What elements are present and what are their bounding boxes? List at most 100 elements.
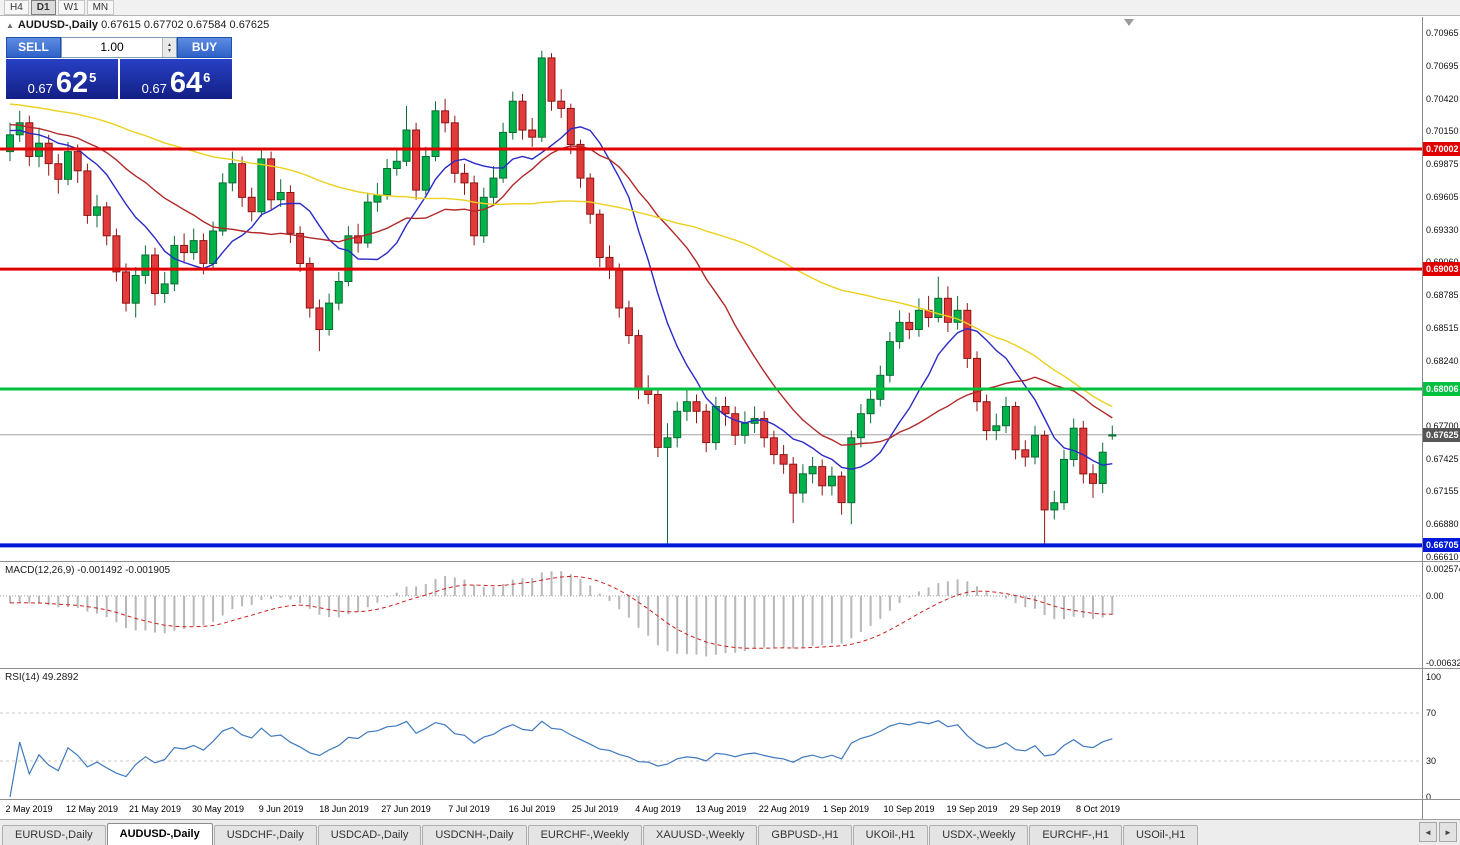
rsi-value: 49.2892: [42, 672, 79, 683]
price-tick: 0.69330: [1426, 225, 1459, 235]
buy-price-prefix: 0.67: [141, 81, 167, 96]
rsi-line: [9, 720, 1113, 798]
tab-scroll-left-icon[interactable]: ◄: [1419, 822, 1437, 842]
timeframe-button-h4[interactable]: H4: [4, 0, 29, 15]
one-click-collapse-icon[interactable]: ▲: [6, 21, 14, 30]
price-tick: 0.67425: [1426, 454, 1459, 464]
macd-tick: 0.00: [1426, 591, 1444, 601]
macd-values: -0.001492 -0.001905: [77, 565, 171, 576]
time-label: 13 Aug 2019: [695, 804, 747, 814]
price-tick: 0.70695: [1426, 61, 1459, 71]
rsi-tick: 0: [1426, 792, 1432, 802]
symbol-tab-eurchf-h1[interactable]: EURCHF-,H1: [1029, 825, 1122, 845]
symbol-tab-gbpusd-h1[interactable]: GBPUSD-,H1: [758, 825, 852, 845]
volume-spinner[interactable]: ▲ ▼: [162, 38, 176, 57]
chart-header: ▲ AUDUSD-,Daily 0.67615 0.67702 0.67584 0…: [6, 19, 269, 31]
time-label: 2 May 2019: [5, 804, 53, 814]
macd-title: MACD(12,26,9): [5, 565, 75, 576]
time-label: 21 May 2019: [128, 804, 182, 814]
macd-header: MACD(12,26,9) -0.001492 -0.001905: [5, 565, 170, 576]
price-tick: 0.67700: [1426, 421, 1459, 431]
chart-shift-marker[interactable]: [1124, 19, 1134, 26]
buy-price-big: 64: [169, 67, 203, 99]
panel-separator[interactable]: [0, 668, 1460, 669]
current-price-tag: 0.67625: [1423, 428, 1460, 442]
price-axis[interactable]: 0.70002 0.69003 0.68006 0.66705 0.67625 0.709…: [1422, 17, 1460, 819]
panel-separator[interactable]: [0, 561, 1460, 562]
hline-price-tag: 0.66705: [1423, 538, 1460, 552]
time-label: 16 Jul 2019: [508, 804, 556, 814]
time-label: 9 Jun 2019: [258, 804, 304, 814]
rsi-tick: 100: [1426, 672, 1442, 682]
rsi-indicator-plot[interactable]: [0, 669, 1422, 799]
macd-signal-line: [9, 575, 1113, 649]
time-axis[interactable]: 2 May 2019 12 May 2019 21 May 2019 30 May 2…: [0, 800, 1422, 819]
symbol-tab-bar: EURUSD-,Daily AUDUSD-,Daily USDCHF-,Daily U…: [0, 819, 1460, 845]
spinner-up-icon[interactable]: ▲: [167, 41, 172, 48]
hline-price-tag: 0.70002: [1423, 142, 1460, 156]
time-label: 7 Jul 2019: [448, 804, 490, 814]
timeframe-button-mn[interactable]: MN: [86, 0, 115, 15]
macd-tick: 0.002574: [1426, 564, 1460, 574]
symbol-tab-usdcad-daily[interactable]: USDCAD-,Daily: [317, 825, 422, 845]
rsi-title: RSI(14): [5, 672, 40, 683]
symbol-tab-eurchf-weekly[interactable]: EURCHF-,Weekly: [527, 825, 642, 845]
time-label: 18 Jun 2019: [319, 804, 369, 814]
ma-mid-line: [9, 124, 1113, 446]
chart-region: 0.70002 0.69003 0.68006 0.66705 0.67625 0.709…: [0, 17, 1460, 845]
panel-separator[interactable]: [0, 799, 1460, 800]
tab-scroll-right-icon[interactable]: ►: [1439, 822, 1457, 842]
symbol-tab-eurusd-daily[interactable]: EURUSD-,Daily: [2, 825, 106, 845]
time-label: 29 Sep 2019: [1009, 804, 1061, 814]
chart-symbol-label: AUDUSD-,Daily: [17, 19, 98, 31]
macd-tick: -0.006326: [1426, 658, 1460, 668]
price-tick: 0.69605: [1426, 192, 1459, 202]
hline-price-tag: 0.68006: [1423, 382, 1460, 396]
time-label: 25 Jul 2019: [571, 804, 619, 814]
price-tick: 0.70420: [1426, 94, 1459, 104]
volume-input[interactable]: 1.00 ▲ ▼: [61, 37, 177, 58]
time-label: 19 Sep 2019: [946, 804, 998, 814]
timeframe-button-d1[interactable]: D1: [30, 0, 56, 15]
symbol-tab-xauusd-weekly[interactable]: XAUUSD-,Weekly: [642, 825, 758, 845]
symbol-tab-audusd-daily[interactable]: AUDUSD-,Daily: [106, 823, 213, 845]
price-chart-plot[interactable]: [0, 17, 1422, 561]
symbol-tab-usoil-h1[interactable]: USOil-,H1: [1122, 825, 1199, 845]
time-label: 4 Aug 2019: [635, 804, 681, 814]
rsi-header: RSI(14) 49.2892: [5, 672, 78, 683]
spinner-down-icon[interactable]: ▼: [167, 47, 172, 54]
macd-indicator-plot[interactable]: [0, 562, 1422, 668]
sell-price-big: 62: [55, 67, 89, 99]
timeframe-button-w1[interactable]: W1: [57, 0, 85, 15]
time-label: 30 May 2019: [191, 804, 245, 814]
sell-price-prefix: 0.67: [27, 81, 53, 96]
price-tick: 0.66610: [1426, 552, 1459, 562]
price-tick: 0.68240: [1426, 356, 1459, 366]
one-click-trading-panel: SELL 1.00 ▲ ▼ BUY 0.67 62 5 0.67 64 6: [6, 37, 232, 99]
price-tick: 0.67155: [1426, 486, 1459, 496]
time-label: 10 Sep 2019: [883, 804, 935, 814]
buy-price-sup: 6: [203, 70, 211, 85]
buy-price-display[interactable]: 0.67 64 6: [120, 59, 232, 99]
ma-fast-line: [9, 126, 1113, 471]
sell-price-display[interactable]: 0.67 62 5: [6, 59, 118, 99]
time-label: 12 May 2019: [65, 804, 119, 814]
rsi-tick: 30: [1426, 756, 1437, 766]
volume-value: 1.00: [100, 40, 124, 54]
price-tick: 0.68515: [1426, 323, 1459, 333]
price-tick: 0.70150: [1426, 126, 1459, 136]
symbol-tab-usdchf-daily[interactable]: USDCHF-,Daily: [213, 825, 317, 845]
rsi-tick: 70: [1426, 708, 1437, 718]
price-tick: 0.68785: [1426, 290, 1459, 300]
price-tick: 0.70965: [1426, 28, 1459, 38]
buy-button[interactable]: BUY: [177, 37, 232, 58]
time-label: 8 Oct 2019: [1075, 804, 1121, 814]
symbol-tab-usdcnh-daily[interactable]: USDCNH-,Daily: [422, 825, 527, 845]
symbol-tab-ukoil-h1[interactable]: UKOil-,H1: [852, 825, 929, 845]
sell-button[interactable]: SELL: [6, 37, 61, 58]
symbol-tab-usdx-weekly[interactable]: USDX-,Weekly: [929, 825, 1029, 845]
time-label: 22 Aug 2019: [758, 804, 810, 814]
hline-price-tag: 0.69003: [1423, 262, 1460, 276]
price-tick: 0.66880: [1426, 519, 1459, 529]
